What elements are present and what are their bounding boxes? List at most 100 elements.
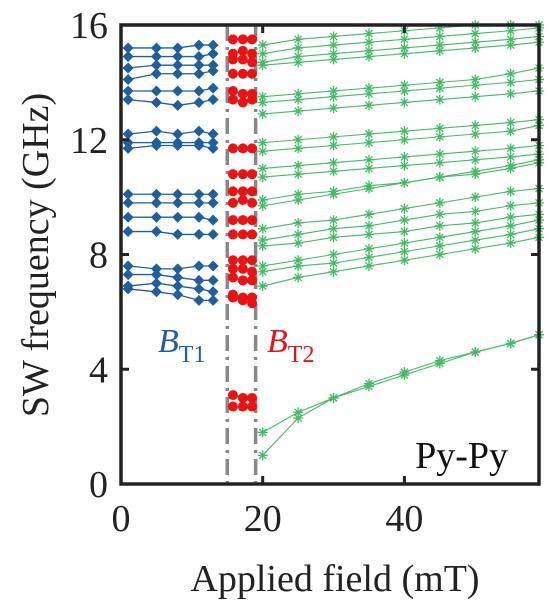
point-diamond-6-1 bbox=[150, 125, 162, 137]
point-circle-2-1 bbox=[237, 54, 248, 65]
point-star-7-0 bbox=[257, 137, 268, 148]
bt2-annotation: BT2 bbox=[267, 323, 314, 368]
point-diamond-16-4 bbox=[207, 294, 219, 306]
bt2-subscript: T2 bbox=[288, 342, 315, 368]
point-circle-10-2 bbox=[247, 215, 258, 226]
point-diamond-2-4 bbox=[207, 59, 219, 71]
point-star-5-1 bbox=[293, 94, 304, 105]
point-diamond-15-4 bbox=[207, 286, 219, 298]
point-star-18-2 bbox=[328, 266, 339, 277]
point-star-3-0 bbox=[257, 60, 268, 71]
point-star-4-0 bbox=[257, 91, 268, 102]
point-diamond-3-2 bbox=[172, 68, 184, 80]
point-star-18-3 bbox=[363, 260, 374, 271]
point-circle-5-0 bbox=[227, 94, 238, 105]
point-star-18-6 bbox=[470, 243, 481, 254]
point-diamond-13-1 bbox=[150, 263, 162, 275]
point-star-6-1 bbox=[293, 106, 304, 117]
point-diamond-11-0 bbox=[122, 211, 134, 223]
point-circle-14-1 bbox=[237, 275, 248, 286]
point-star-13-7 bbox=[505, 186, 516, 197]
point-star-5-5 bbox=[434, 83, 445, 94]
point-diamond-5-4 bbox=[207, 94, 219, 106]
point-star-0-2 bbox=[328, 31, 339, 42]
point-star-18-5 bbox=[434, 249, 445, 260]
point-star-7-2 bbox=[328, 131, 339, 142]
point-diamond-14-0 bbox=[122, 269, 134, 281]
point-star-9-7 bbox=[505, 143, 516, 154]
point-diamond-4-3 bbox=[193, 85, 205, 97]
point-circle-11-1 bbox=[237, 229, 248, 240]
point-diamond-6-3 bbox=[193, 125, 205, 137]
point-diamond-15-3 bbox=[193, 283, 205, 295]
point-star-9-1 bbox=[293, 160, 304, 171]
point-diamond-10-3 bbox=[193, 197, 205, 209]
point-star-17-3 bbox=[363, 252, 374, 263]
point-diamond-12-4 bbox=[207, 228, 219, 240]
series-layer bbox=[122, 20, 544, 461]
point-star-11-1 bbox=[293, 189, 304, 200]
point-star-1-7 bbox=[505, 25, 516, 36]
point-diamond-3-3 bbox=[193, 68, 205, 80]
point-star-19-0 bbox=[257, 427, 268, 438]
point-diamond-14-4 bbox=[207, 274, 219, 286]
point-star-16-4 bbox=[399, 238, 410, 249]
point-diamond-5-3 bbox=[193, 96, 205, 108]
point-diamond-11-2 bbox=[172, 211, 184, 223]
point-diamond-12-3 bbox=[193, 228, 205, 240]
point-diamond-4-4 bbox=[207, 82, 219, 94]
x-axis-title: Applied field (mT) bbox=[190, 558, 479, 600]
point-diamond-10-0 bbox=[122, 197, 134, 209]
point-star-2-4 bbox=[399, 42, 410, 53]
point-star-13-2 bbox=[328, 215, 339, 226]
point-star-15-7 bbox=[505, 212, 516, 223]
point-star-14-4 bbox=[399, 215, 410, 226]
point-diamond-1-3 bbox=[193, 51, 205, 63]
y-tick-label-4: 4 bbox=[89, 349, 108, 391]
point-star-10-7 bbox=[505, 151, 516, 162]
point-star-20-7 bbox=[505, 338, 516, 349]
point-diamond-11-3 bbox=[193, 211, 205, 223]
point-star-12-3 bbox=[363, 183, 374, 194]
point-diamond-4-1 bbox=[150, 85, 162, 97]
point-star-9-3 bbox=[363, 154, 374, 165]
point-circle-0-0 bbox=[227, 34, 238, 45]
point-diamond-1-1 bbox=[150, 51, 162, 63]
point-circle-5-1 bbox=[237, 97, 248, 108]
point-star-10-2 bbox=[328, 166, 339, 177]
point-star-16-6 bbox=[470, 226, 481, 237]
point-star-13-1 bbox=[293, 217, 304, 228]
point-star-20-6 bbox=[470, 347, 481, 358]
point-diamond-10-1 bbox=[150, 197, 162, 209]
point-circle-8-0 bbox=[227, 186, 238, 197]
point-star-17-6 bbox=[470, 235, 481, 246]
point-star-18-0 bbox=[257, 281, 268, 292]
point-star-1-5 bbox=[434, 31, 445, 42]
point-circle-13-1 bbox=[237, 263, 248, 274]
point-diamond-1-0 bbox=[122, 51, 134, 63]
point-star-13-3 bbox=[363, 209, 374, 220]
y-tick-label-16: 16 bbox=[70, 5, 108, 47]
x-tick-label-40: 40 bbox=[385, 498, 423, 540]
point-circle-13-2 bbox=[247, 266, 258, 277]
point-star-5-3 bbox=[363, 88, 374, 99]
point-star-4-4 bbox=[399, 80, 410, 91]
point-diamond-4-0 bbox=[122, 85, 134, 97]
point-diamond-12-2 bbox=[172, 228, 184, 240]
point-star-5-7 bbox=[505, 77, 516, 88]
point-star-8-3 bbox=[363, 137, 374, 148]
point-star-1-1 bbox=[293, 42, 304, 53]
point-star-6-7 bbox=[505, 88, 516, 99]
point-diamond-1-4 bbox=[207, 48, 219, 60]
point-diamond-13-4 bbox=[207, 260, 219, 272]
point-diamond-9-4 bbox=[207, 188, 219, 200]
point-star-4-2 bbox=[328, 85, 339, 96]
point-star-13-4 bbox=[399, 203, 410, 214]
point-star-10-0 bbox=[257, 172, 268, 183]
point-star-12-1 bbox=[293, 194, 304, 205]
point-star-18-4 bbox=[399, 255, 410, 266]
point-star-14-5 bbox=[434, 209, 445, 220]
point-star-2-6 bbox=[470, 37, 481, 48]
point-circle-3-0 bbox=[227, 68, 238, 79]
axes-layer: 0 20 40 0 4 8 12 16 bbox=[70, 5, 541, 540]
